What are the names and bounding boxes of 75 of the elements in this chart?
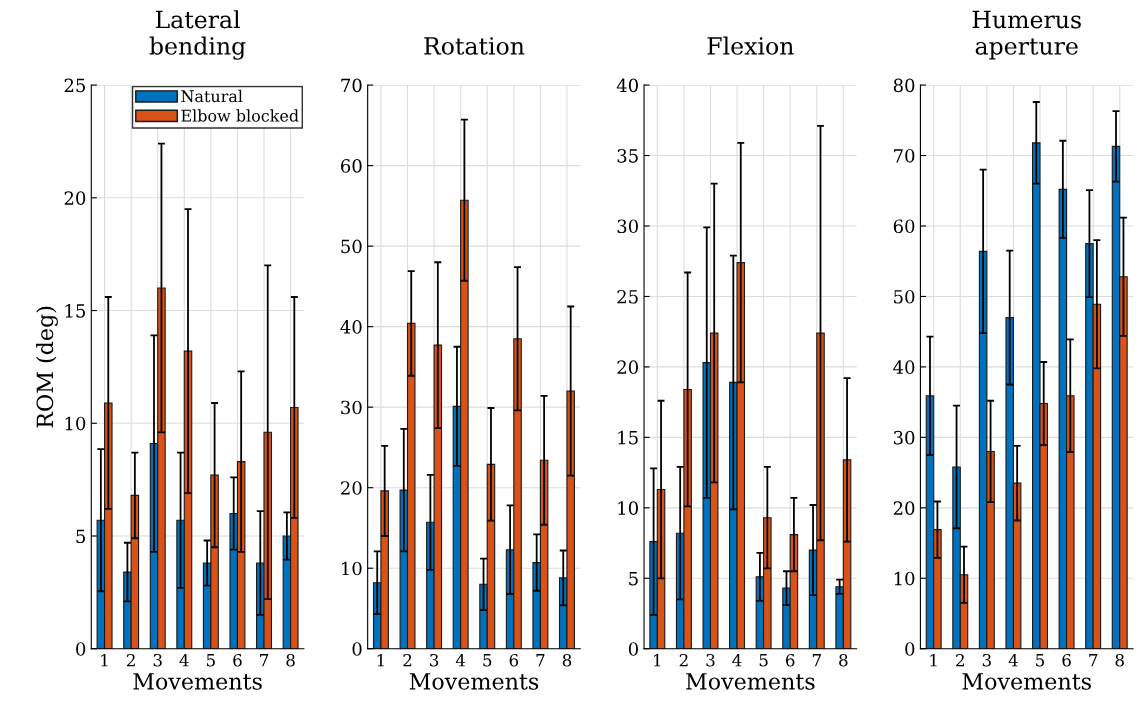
x-tick-label: 3 <box>982 653 991 667</box>
y-tick-label: 30 <box>617 219 638 234</box>
x-axis-title: Movements <box>133 673 262 690</box>
x-tick-label: 8 <box>1115 653 1124 667</box>
x-tick-label: 1 <box>654 653 661 667</box>
y-tick-label: 60 <box>893 219 915 234</box>
x-tick-label: 5 <box>483 654 492 667</box>
y-tick-label: 0 <box>905 642 915 656</box>
chart-title: Humerus aperture <box>972 10 1081 60</box>
x-tick-label: 7 <box>812 654 821 667</box>
y-tick-label: 70 <box>341 78 362 93</box>
y-axis-title: ROM (deg) <box>36 306 58 428</box>
chart-title: Flexion <box>707 36 794 55</box>
x-tick-label: 5 <box>206 654 215 667</box>
x-tick-label: 7 <box>1089 654 1098 667</box>
y-tick-label: 10 <box>342 561 362 576</box>
y-tick-label: 40 <box>340 320 362 334</box>
x-tick-label: 2 <box>956 653 964 667</box>
x-tick-label: 8 <box>839 653 848 667</box>
y-tick-label: 15 <box>618 430 638 445</box>
y-tick-label: 10 <box>65 416 86 431</box>
x-tick-label: 1 <box>101 653 108 667</box>
x-axis-title: Movements <box>686 673 815 690</box>
y-tick-label: 20 <box>893 501 915 515</box>
y-tick-label: 15 <box>65 304 86 318</box>
y-tick-label: 70 <box>894 149 915 163</box>
y-tick-label: 0 <box>76 642 86 656</box>
x-tick-label: 3 <box>706 653 715 667</box>
x-tick-label: 8 <box>562 653 572 667</box>
x-tick-label: 8 <box>286 653 295 667</box>
y-tick-label: 30 <box>893 430 915 445</box>
y-tick-label: 0 <box>352 642 362 656</box>
x-axis-title: Movements <box>962 673 1091 690</box>
x-tick-label: 6 <box>509 653 519 667</box>
x-tick-label: 6 <box>233 653 242 667</box>
y-tick-label: 80 <box>893 78 915 93</box>
x-tick-label: 3 <box>153 653 162 667</box>
y-tick-label: 5 <box>629 571 638 586</box>
y-tick-label: 60 <box>341 159 362 173</box>
legend-label: Natural <box>181 89 243 103</box>
x-tick-label: 5 <box>1036 654 1045 667</box>
x-tick-label: 2 <box>679 653 688 667</box>
legend-label: Elbow blocked <box>181 109 299 122</box>
x-tick-label: 7 <box>260 654 269 667</box>
y-tick-label: 0 <box>628 642 638 656</box>
y-tick-label: 20 <box>64 191 86 205</box>
x-tick-label: 2 <box>403 653 412 667</box>
y-tick-label: 50 <box>341 239 362 254</box>
y-tick-label: 35 <box>617 149 638 163</box>
y-tick-label: 25 <box>617 289 638 304</box>
y-tick-label: 10 <box>894 571 915 586</box>
y-tick-label: 50 <box>894 289 915 304</box>
x-tick-label: 5 <box>759 654 768 667</box>
y-tick-label: 20 <box>617 360 638 375</box>
x-tick-label: 4 <box>1008 653 1018 667</box>
x-tick-label: 1 <box>377 653 384 667</box>
y-tick-label: 40 <box>893 360 915 375</box>
x-axis-title: Movements <box>409 673 539 690</box>
y-tick-label: 30 <box>341 400 362 415</box>
y-tick-label: 10 <box>618 501 638 515</box>
chart-title: Lateral bending <box>149 10 246 60</box>
x-tick-label: 6 <box>786 653 795 667</box>
x-tick-label: 1 <box>930 653 937 667</box>
x-tick-label: 7 <box>536 654 545 667</box>
x-tick-label: 4 <box>179 653 189 667</box>
x-tick-label: 4 <box>732 653 742 667</box>
x-tick-label: 3 <box>430 653 439 667</box>
y-tick-label: 40 <box>616 78 638 93</box>
x-tick-label: 4 <box>455 653 466 667</box>
x-tick-label: 6 <box>1062 653 1071 667</box>
y-tick-label: 25 <box>64 78 86 93</box>
chart-title: Rotation <box>424 37 525 55</box>
y-tick-label: 20 <box>341 481 362 495</box>
x-tick-label: 2 <box>126 653 135 667</box>
y-tick-label: 5 <box>76 529 86 544</box>
